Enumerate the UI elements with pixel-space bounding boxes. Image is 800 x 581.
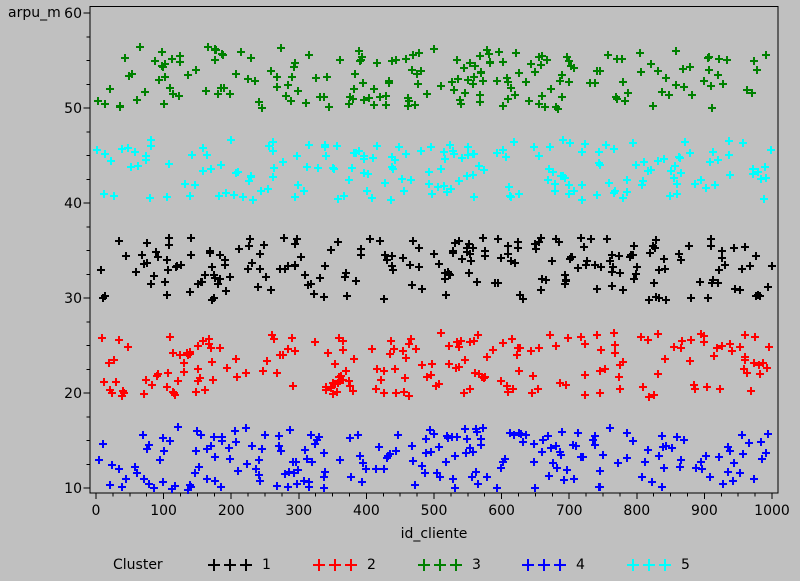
x-tick-label: 1000: [754, 503, 790, 519]
legend-entry-label: 1: [262, 557, 271, 573]
legend-entry-1: 1: [208, 557, 271, 573]
y-tick-label: 30: [64, 291, 82, 307]
cluster-3-points: [94, 43, 770, 113]
cluster-1-points: [97, 234, 776, 304]
legend-entry-4: 4: [522, 557, 585, 573]
y-tick-label: 10: [64, 481, 82, 497]
legend-plus-marker-icon: [313, 559, 357, 571]
y-tick-label: 50: [64, 101, 82, 117]
y-tick-label: 20: [64, 386, 82, 402]
x-tick-label: 500: [421, 503, 448, 519]
x-tick-label: 200: [218, 503, 245, 519]
legend-entry-3: 3: [418, 557, 481, 573]
legend-entry-5: 5: [627, 557, 690, 573]
y-tick-label: 40: [64, 196, 82, 212]
legend-plus-marker-icon: [627, 559, 671, 571]
x-tick-label: 600: [488, 503, 515, 519]
legend-entry-label: 2: [367, 557, 376, 573]
x-tick-label: 100: [150, 503, 177, 519]
legend: Cluster 1 2 3 4 5: [0, 557, 800, 573]
legend-title: Cluster: [113, 557, 163, 573]
x-axis-title: id_cliente: [400, 526, 468, 542]
y-tick-label: 60: [64, 6, 82, 22]
cluster-2-points: [98, 329, 773, 401]
legend-plus-marker-icon: [522, 559, 566, 571]
cluster-4-points: [95, 423, 772, 494]
x-tick-label: 700: [556, 503, 583, 519]
legend-plus-marker-icon: [208, 559, 252, 571]
plot-frame: [89, 6, 779, 494]
x-tick-label: 300: [285, 503, 312, 519]
legend-plus-marker-icon: [418, 559, 462, 571]
scatter-plot: 0 100 200 300 400 500 600 700 800 900 1000 10 20 30 40…: [64, 6, 790, 519]
cluster-5-points: [93, 136, 775, 204]
x-tick-label: 900: [691, 503, 718, 519]
x-tick-label: 800: [623, 503, 650, 519]
legend-entry-label: 3: [472, 557, 481, 573]
x-tick-label: 400: [353, 503, 380, 519]
legend-entry-2: 2: [313, 557, 376, 573]
legend-entry-label: 4: [576, 557, 585, 573]
legend-entry-label: 5: [681, 557, 690, 573]
y-axis-title: arpu_m: [8, 5, 61, 21]
x-tick-label: 0: [92, 503, 101, 519]
